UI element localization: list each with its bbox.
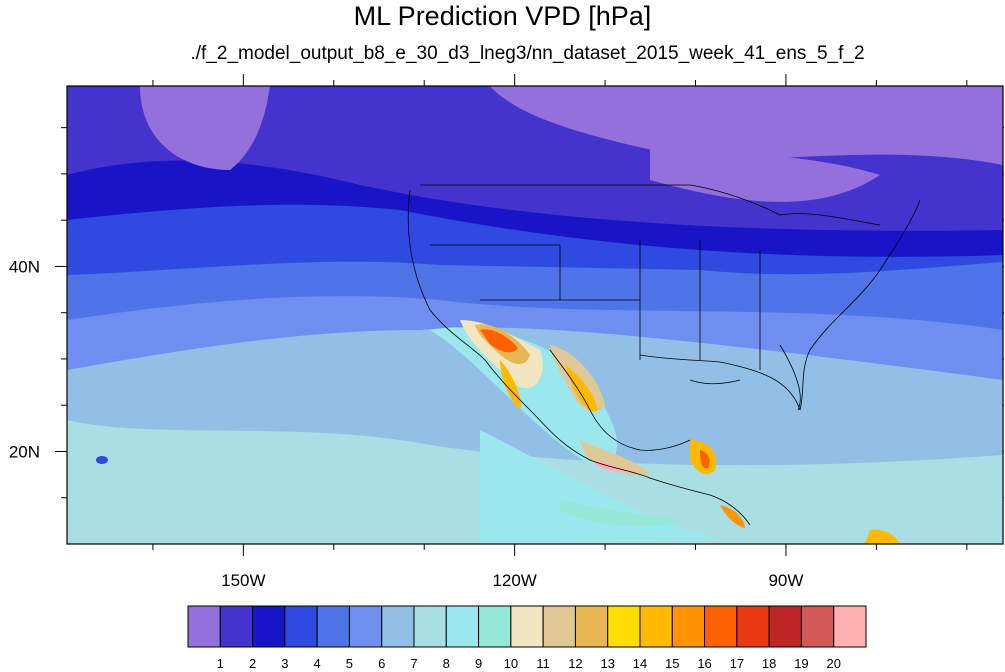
colorbar-label: 8 [443, 656, 450, 671]
colorbar: 1 2 3 4 5 6 7 8 9 10 11 12 13 14 15 16 17 18 19 20 [187, 605, 867, 671]
colorbar-label: 20 [826, 656, 840, 671]
colorbar-box [833, 605, 867, 648]
lon-tick-label: 150W [221, 571, 265, 590]
colorbar-label: 3 [281, 656, 288, 671]
lat-tick-label: 20N [9, 442, 40, 461]
colorbar-label: 18 [762, 656, 776, 671]
colorbar-label: 7 [410, 656, 417, 671]
colorbar-label: 11 [536, 656, 550, 671]
colorbar-label: 5 [346, 656, 353, 671]
colorbar-label: 12 [568, 656, 582, 671]
colorbar-box [219, 605, 254, 648]
colorbar-label: 2 [249, 656, 256, 671]
colorbar-label: 19 [794, 656, 808, 671]
colorbar-box [736, 605, 770, 648]
colorbar-box [704, 605, 738, 648]
colorbar-box [284, 605, 318, 648]
colorbar-label: 17 [730, 656, 744, 671]
colorbar-label: 10 [504, 656, 518, 671]
colorbar-box [478, 605, 512, 648]
colorbar-box [671, 605, 706, 648]
colorbar-box [574, 605, 609, 648]
map-frame [66, 85, 1004, 545]
coastlines [407, 184, 921, 526]
colorbar-label: 9 [475, 656, 482, 671]
colorbar-box [348, 605, 383, 648]
colorbar-box [413, 605, 447, 648]
colorbar-label: 6 [378, 656, 385, 671]
colorbar-box [252, 605, 286, 648]
colorbar-label: 15 [665, 656, 679, 671]
colorbar-box [768, 605, 802, 648]
colorbar-label: 14 [633, 656, 647, 671]
colorbar-box [381, 605, 415, 648]
colorbar-label: 4 [314, 656, 321, 671]
colorbar-box [607, 605, 641, 648]
colorbar-label: 16 [697, 656, 711, 671]
colorbar-label: 13 [600, 656, 614, 671]
colorbar-box [639, 605, 673, 648]
lon-tick-label: 120W [492, 571, 536, 590]
vpd-field [67, 86, 1003, 544]
colorbar-label: 1 [217, 656, 224, 671]
colorbar-box [316, 605, 350, 648]
colorbar-box [542, 605, 576, 648]
colorbar-box [445, 605, 480, 648]
map-title: ML Prediction VPD [hPa] [353, 1, 652, 31]
colorbar-box [187, 605, 221, 648]
map-subtitle: ./f_2_model_output_b8_e_30_d3_lneg3/nn_d… [190, 43, 865, 64]
colorbar-box [510, 605, 544, 648]
axis-ticks: 150W 120W 90W 40N 20N [9, 74, 1004, 590]
lon-tick-label: 90W [768, 571, 803, 590]
lat-tick-label: 40N [9, 257, 40, 276]
colorbar-box [800, 605, 835, 648]
